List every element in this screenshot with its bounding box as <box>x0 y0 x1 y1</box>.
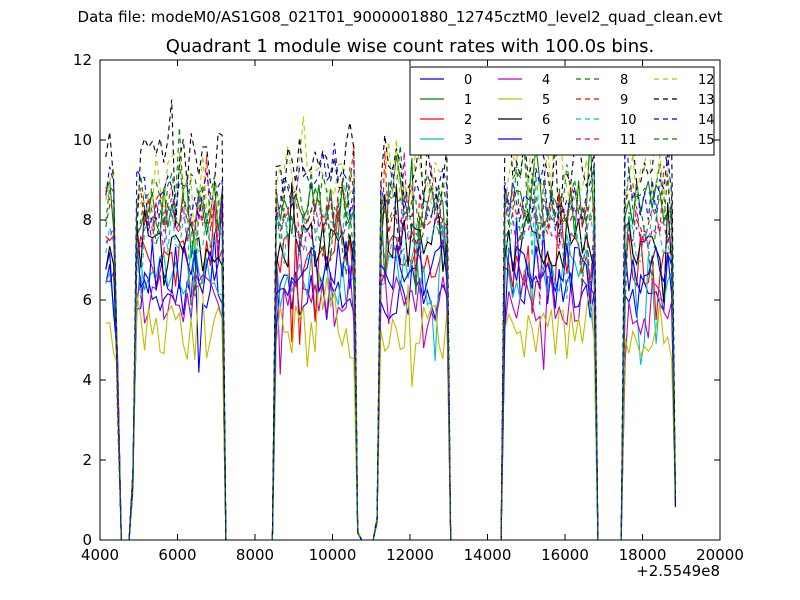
x-tick-label: 18000 <box>619 546 667 564</box>
figure-suptitle: Data file: modeM0/AS1G08_021T01_90000018… <box>77 8 723 26</box>
series-line-7 <box>105 193 676 540</box>
x-offset-label: +2.5549e8 <box>636 562 720 580</box>
series-line-14 <box>105 118 676 540</box>
series-line-8 <box>105 145 676 540</box>
series-line-3 <box>105 210 676 540</box>
x-tick-label: 20000 <box>696 546 744 564</box>
x-tick-label: 8000 <box>236 546 274 564</box>
x-tick-label: 12000 <box>386 546 434 564</box>
legend-label-14: 14 <box>698 113 715 128</box>
y-tick-label: 10 <box>73 131 92 149</box>
series-line-12 <box>105 107 676 540</box>
legend-label-2: 2 <box>464 113 472 128</box>
series-line-2 <box>105 192 676 540</box>
x-tick-label: 14000 <box>464 546 512 564</box>
series-line-15 <box>105 127 676 540</box>
legend-label-3: 3 <box>464 133 472 148</box>
legend-label-0: 0 <box>464 73 472 88</box>
legend-label-10: 10 <box>620 113 637 128</box>
legend-label-9: 9 <box>620 93 628 108</box>
y-tick-label: 0 <box>82 531 92 549</box>
legend-label-1: 1 <box>464 93 472 108</box>
legend-label-6: 6 <box>542 113 550 128</box>
plot-title: Quadrant 1 module wise count rates with … <box>165 36 655 57</box>
y-tick-label: 2 <box>82 451 92 469</box>
series-line-6 <box>105 182 676 540</box>
legend-box <box>409 66 715 156</box>
series-line-9 <box>105 145 676 540</box>
legend-label-13: 13 <box>698 93 715 108</box>
legend-label-15: 15 <box>698 133 715 148</box>
series-line-5 <box>105 271 676 540</box>
legend-label-5: 5 <box>542 93 550 108</box>
x-tick-label: 6000 <box>158 546 196 564</box>
x-tick-label: 16000 <box>541 546 589 564</box>
series-line-11 <box>105 151 676 540</box>
series-line-13 <box>105 99 676 540</box>
y-tick-label: 6 <box>82 291 92 309</box>
legend-label-8: 8 <box>620 73 628 88</box>
x-tick-label: 4000 <box>81 546 119 564</box>
series-lines <box>105 99 676 540</box>
y-tick-label: 12 <box>73 51 92 69</box>
series-line-0 <box>105 217 676 540</box>
series-line-10 <box>105 174 676 540</box>
y-tick-label: 8 <box>82 211 92 229</box>
legend-label-12: 12 <box>698 73 715 88</box>
legend-label-4: 4 <box>542 73 550 88</box>
series-line-4 <box>105 240 676 540</box>
x-tick-label: 10000 <box>309 546 357 564</box>
legend-label-11: 11 <box>620 133 637 148</box>
y-tick-label: 4 <box>82 371 92 389</box>
legend-label-7: 7 <box>542 133 550 148</box>
